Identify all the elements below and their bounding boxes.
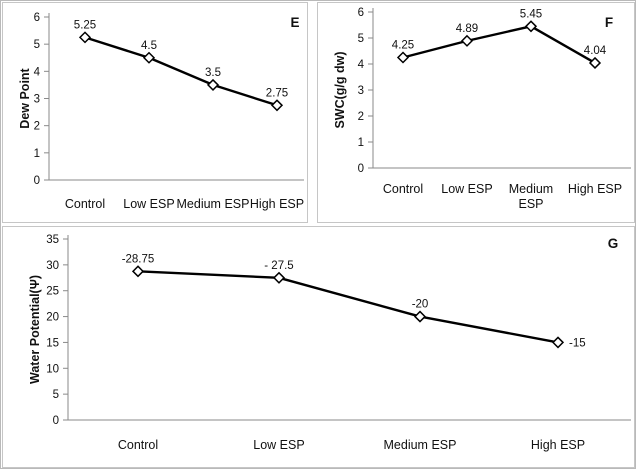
- series-line: [402, 25, 596, 65]
- y-tick-label: 1: [358, 137, 364, 149]
- chart-G-canvas: 0 5 10 15 20 25 30 35 -28.75 - 27.5 -20 -15 Control L…: [28, 234, 631, 452]
- data-label: -15: [569, 337, 586, 349]
- y-tick-label: 3: [34, 94, 40, 106]
- x-category-label: High ESP: [568, 182, 622, 196]
- y-tick-label: 3: [358, 85, 364, 97]
- y-tick-label: 2: [358, 111, 364, 123]
- y-tick-label: 25: [46, 286, 59, 298]
- x-category-label: Low ESP: [253, 438, 304, 452]
- diamond-marker: [413, 310, 427, 323]
- chart-E-canvas: 0 1 2 3 4 5 6 5.25 4.5 3.5 2.75 Control Low ESP Mediu…: [18, 12, 304, 211]
- data-label: 4.25: [392, 40, 414, 52]
- y-tick-label: 2: [34, 121, 40, 133]
- y-tick-label: 30: [46, 260, 59, 272]
- data-label: 3.5: [205, 67, 221, 79]
- data-label: - 27.5: [264, 260, 293, 272]
- y-tick-label: 4: [358, 59, 365, 71]
- chart-F-canvas: 0 1 2 3 4 5 6 4.25 4.89 5.45 4.04 Control Low ESP Med…: [333, 7, 631, 211]
- series-line: [137, 270, 559, 344]
- panel-letter: E: [290, 15, 299, 30]
- x-category-label: Control: [383, 182, 423, 196]
- x-category-label: High ESP: [531, 438, 585, 452]
- diamond-marker: [524, 20, 538, 33]
- y-tick-label: 15: [46, 337, 59, 349]
- data-label: 5.45: [520, 8, 542, 20]
- diamond-marker: [270, 99, 284, 112]
- y-tick-label: 1: [34, 148, 40, 160]
- y-tick-label: 20: [46, 312, 59, 324]
- x-category-label: Medium ESP: [384, 438, 457, 452]
- y-tick-label: 10: [46, 363, 59, 375]
- diamond-marker: [78, 31, 92, 44]
- x-category-label: Low ESP: [441, 182, 492, 196]
- data-label: 5.25: [74, 19, 96, 31]
- y-tick-label: 5: [34, 39, 40, 51]
- x-category-label: Control: [118, 438, 158, 452]
- y-tick-label: 35: [46, 234, 59, 246]
- x-category-label: High ESP: [250, 197, 304, 211]
- y-tick-label: 6: [34, 12, 40, 24]
- y-axis-title: SWC(g/g dw): [333, 51, 347, 128]
- diamond-marker: [551, 336, 565, 349]
- diamond-marker: [396, 51, 410, 64]
- y-tick-label: 5: [53, 389, 59, 401]
- diamond-marker: [131, 265, 145, 278]
- data-label: 4.04: [584, 45, 607, 57]
- data-label: 4.5: [141, 40, 157, 52]
- y-tick-label: 0: [53, 415, 59, 427]
- data-label: 4.89: [456, 23, 478, 35]
- y-axis-title: Water Potential(Ψ): [28, 275, 42, 384]
- panel-letter: F: [605, 15, 613, 30]
- y-tick-label: 0: [34, 175, 40, 187]
- x-category-label: Medium ESP: [177, 197, 250, 211]
- y-tick-label: 6: [358, 7, 364, 19]
- series-line: [84, 36, 278, 107]
- diamond-marker: [142, 51, 156, 64]
- x-category-label: Medium: [509, 182, 553, 196]
- data-label: 2.75: [266, 87, 288, 99]
- diamond-marker: [272, 271, 286, 284]
- panel-letter: G: [608, 236, 619, 251]
- x-category-label: ESP: [518, 197, 543, 211]
- y-tick-label: 0: [358, 163, 364, 175]
- panel-chart-E: 0 1 2 3 4 5 6 5.25 4.5 3.5 2.75 Control Low ESP Mediu…: [2, 2, 308, 223]
- diamond-marker: [460, 34, 474, 47]
- y-axis-title: Dew Point: [18, 67, 32, 128]
- x-category-label: Control: [65, 197, 105, 211]
- panel-chart-F: 0 1 2 3 4 5 6 4.25 4.89 5.45 4.04 Control Low ESP Med…: [317, 2, 635, 223]
- diamond-marker: [588, 56, 602, 70]
- x-category-label: Low ESP: [123, 197, 174, 211]
- data-label: -20: [412, 299, 429, 311]
- y-tick-label: 5: [358, 33, 364, 45]
- y-tick-label: 4: [34, 66, 41, 78]
- data-label: -28.75: [122, 253, 155, 265]
- panel-chart-G: 0 5 10 15 20 25 30 35 -28.75 - 27.5 -20 -15 Control L…: [2, 226, 635, 468]
- diamond-marker: [206, 78, 220, 91]
